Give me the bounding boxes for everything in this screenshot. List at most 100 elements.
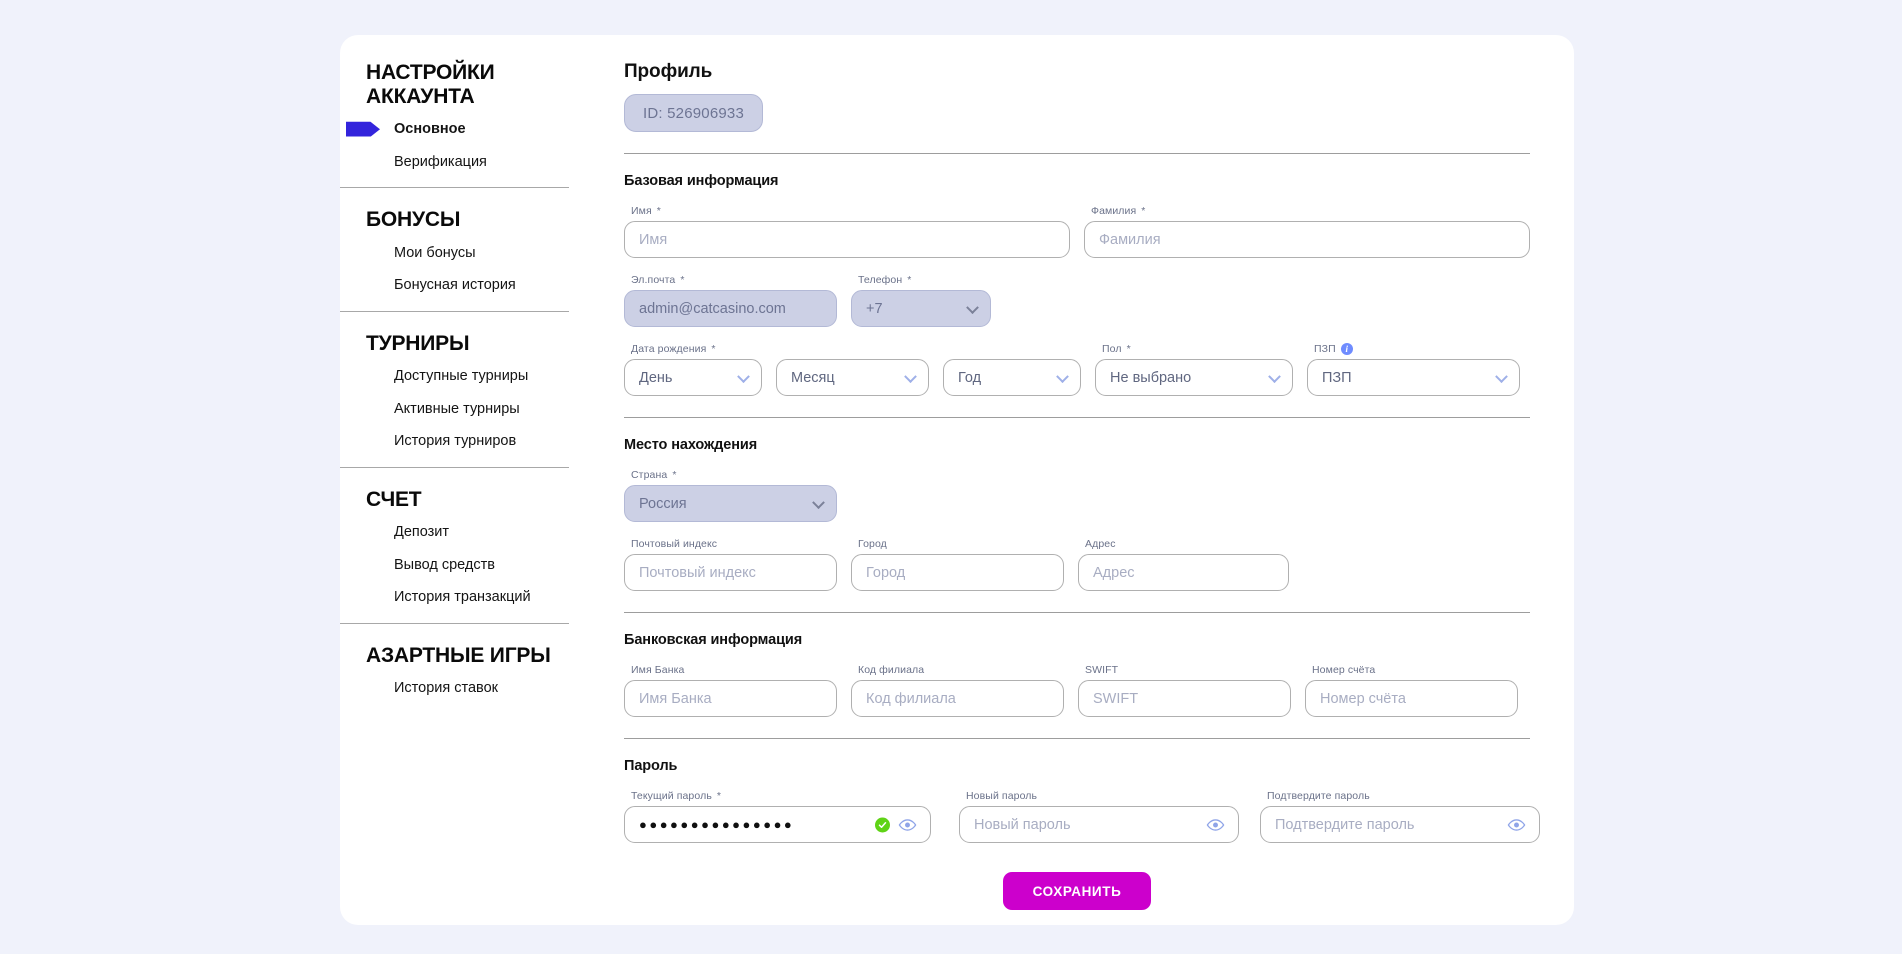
sidebar-divider bbox=[340, 466, 569, 468]
field-phone: Телефон * +7 bbox=[851, 274, 991, 327]
sidebar-item-dostupnye-turniry[interactable]: Доступные турниры bbox=[366, 369, 596, 384]
field-gender: Пол * Не выбрано bbox=[1095, 343, 1293, 396]
sidebar-group-account-balance: СЧЕТ Депозит Вывод средств История транз… bbox=[366, 488, 596, 605]
city-input[interactable]: Город bbox=[851, 554, 1064, 591]
field-confirm-password: Подтвердите пароль Подтвердите пароль bbox=[1260, 790, 1540, 843]
sidebar-item-istoriya-turnirov[interactable]: История турниров bbox=[366, 434, 596, 449]
sidebar-group-title: НАСТРОЙКИ АККАУНТА bbox=[366, 61, 495, 108]
field-country: Страна * Россия bbox=[624, 469, 837, 522]
section-title-bank: Банковская информация bbox=[624, 632, 803, 648]
chevron-down-icon bbox=[737, 369, 750, 383]
field-label: Город bbox=[858, 538, 887, 550]
field-current-password: Текущий пароль * ●●●●●●●●●●●●●●● bbox=[624, 790, 931, 843]
sidebar-divider bbox=[340, 187, 569, 189]
section-divider bbox=[624, 417, 1530, 418]
sidebar-divider bbox=[340, 622, 569, 624]
sidebar-group-gambling: АЗАРТНЫЕ ИГРЫ История ставок bbox=[366, 644, 596, 696]
sidebar-item-label: Активные турниры bbox=[394, 400, 520, 417]
postal-code-input[interactable]: Почтовый индекс bbox=[624, 554, 837, 591]
sidebar-item-moi-bonusy[interactable]: Мои бонусы bbox=[366, 244, 596, 261]
sidebar-item-label: История турниров bbox=[394, 433, 517, 450]
account-id-badge: ID: 526906933 bbox=[624, 94, 764, 132]
sidebar-group-title: ТУРНИРЫ bbox=[366, 331, 470, 355]
bank-name-input[interactable]: Имя Банка bbox=[624, 680, 837, 717]
sidebar-item-label: История ставок bbox=[394, 680, 498, 697]
chevron-down-icon bbox=[904, 369, 917, 383]
new-password-input[interactable]: Новый пароль bbox=[959, 806, 1239, 843]
row-address: Почтовый индекс Почтовый индекс Город Го… bbox=[624, 538, 1540, 591]
toggle-password-visibility-icon[interactable] bbox=[898, 815, 917, 834]
sidebar-item-vyvod-sredstv[interactable]: Вывод средств bbox=[366, 557, 596, 573]
chevron-down-icon bbox=[966, 300, 979, 314]
first-name-input[interactable]: Имя bbox=[624, 221, 1070, 258]
info-icon[interactable]: i bbox=[1340, 343, 1353, 355]
last-name-input[interactable]: Фамилия bbox=[1084, 221, 1530, 258]
gender-select[interactable]: Не выбрано bbox=[1095, 359, 1293, 396]
sidebar-item-depozit[interactable]: Депозит bbox=[366, 525, 596, 540]
field-label bbox=[783, 343, 929, 355]
toggle-password-visibility-icon[interactable] bbox=[1507, 815, 1526, 834]
valid-check-icon bbox=[875, 817, 890, 832]
account-settings-card: НАСТРОЙКИ АККАУНТА Основное Верификация … bbox=[340, 35, 1574, 925]
field-bank-name: Имя Банка Имя Банка bbox=[624, 664, 837, 717]
field-label: Имя * bbox=[631, 205, 661, 217]
sidebar-group-title: БОНУСЫ bbox=[366, 208, 461, 232]
sidebar-item-istoriya-tranzaktsiy[interactable]: История транзакций bbox=[366, 590, 596, 605]
sidebar-item-osnovnoe[interactable]: Основное bbox=[346, 121, 596, 138]
field-postal-code: Почтовый индекс Почтовый индекс bbox=[624, 538, 837, 591]
field-account-number: Номер счёта Номер счёта bbox=[1305, 664, 1518, 717]
field-label: Текущий пароль * bbox=[631, 790, 722, 802]
sidebar-group-account: НАСТРОЙКИ АККАУНТА Основное Верификация bbox=[346, 61, 596, 170]
sidebar-item-label: Мои бонусы bbox=[394, 244, 476, 261]
password-masked-value: ●●●●●●●●●●●●●●● bbox=[639, 817, 795, 832]
field-label: Имя Банка bbox=[631, 664, 685, 676]
toggle-password-visibility-icon[interactable] bbox=[1206, 815, 1225, 834]
sidebar-item-label: История транзакций bbox=[394, 589, 531, 606]
field-label bbox=[950, 343, 1081, 355]
sidebar-item-istoriya-stavok[interactable]: История ставок bbox=[366, 681, 596, 696]
confirm-password-input[interactable]: Подтвердите пароль bbox=[1260, 806, 1540, 843]
sidebar-group-title: СЧЕТ bbox=[366, 487, 422, 511]
chevron-down-icon bbox=[812, 495, 825, 509]
sidebar-item-bonusnaya-istoriya[interactable]: Бонусная история bbox=[366, 278, 596, 293]
address-input[interactable]: Адрес bbox=[1078, 554, 1289, 591]
sidebar-item-label: Верификация bbox=[394, 153, 487, 170]
row-country: Страна * Россия bbox=[624, 469, 1540, 522]
field-label: Код филиала bbox=[858, 664, 925, 676]
sidebar-item-verifikatsiya[interactable]: Верификация bbox=[366, 153, 596, 170]
sidebar-group-title: АЗАРТНЫЕ ИГРЫ bbox=[366, 643, 551, 667]
country-select[interactable]: Россия bbox=[624, 485, 837, 522]
sidebar-item-label: Основное bbox=[394, 121, 466, 138]
sidebar-item-aktivnye-turniry[interactable]: Активные турниры bbox=[366, 400, 596, 417]
profile-panel: Профиль ID: 526906933 Базовая информация… bbox=[596, 35, 1580, 925]
field-label: Телефон * bbox=[858, 274, 912, 286]
birth-day-select[interactable]: День bbox=[624, 359, 762, 396]
swift-input[interactable]: SWIFT bbox=[1078, 680, 1291, 717]
field-label: Номер счёта bbox=[1312, 664, 1376, 676]
chevron-down-icon bbox=[1268, 369, 1281, 383]
account-number-input[interactable]: Номер счёта bbox=[1305, 680, 1518, 717]
row-bank: Имя Банка Имя Банка Код филиала Код фили… bbox=[624, 664, 1540, 717]
field-city: Город Город bbox=[851, 538, 1064, 591]
field-new-password: Новый пароль Новый пароль bbox=[959, 790, 1239, 843]
current-password-input[interactable]: ●●●●●●●●●●●●●●● bbox=[624, 806, 931, 843]
branch-code-input[interactable]: Код филиала bbox=[851, 680, 1064, 717]
field-swift: SWIFT SWIFT bbox=[1078, 664, 1291, 717]
birth-day-value: День bbox=[639, 369, 673, 386]
field-label: Подтвердите пароль bbox=[1267, 790, 1370, 802]
sidebar-item-label: Депозит bbox=[394, 524, 450, 541]
page-title: Профиль bbox=[624, 61, 713, 82]
sidebar-group-tournaments: ТУРНИРЫ Доступные турниры Активные турни… bbox=[366, 332, 596, 449]
confirm-password-placeholder: Подтвердите пароль bbox=[1275, 816, 1415, 833]
birth-month-select[interactable]: Месяц bbox=[776, 359, 929, 396]
row-contacts: Эл.почта * admin@catcasino.com Телефон * +… bbox=[624, 274, 1540, 327]
field-birth-day: Дата рождения * День bbox=[624, 343, 762, 396]
phone-country-select[interactable]: +7 bbox=[851, 290, 991, 327]
birth-year-select[interactable]: Год bbox=[943, 359, 1081, 396]
save-button[interactable]: СОХРАНИТЬ bbox=[1002, 872, 1152, 910]
field-label: ПЗП i bbox=[1314, 343, 1520, 355]
row-password: Текущий пароль * ●●●●●●●●●●●●●●● bbox=[624, 790, 1540, 843]
pzp-select[interactable]: ПЗП bbox=[1307, 359, 1520, 396]
row-birth-gender: Дата рождения * День Месяц bbox=[624, 343, 1540, 396]
field-last-name: Фамилия * Фамилия bbox=[1084, 205, 1530, 258]
